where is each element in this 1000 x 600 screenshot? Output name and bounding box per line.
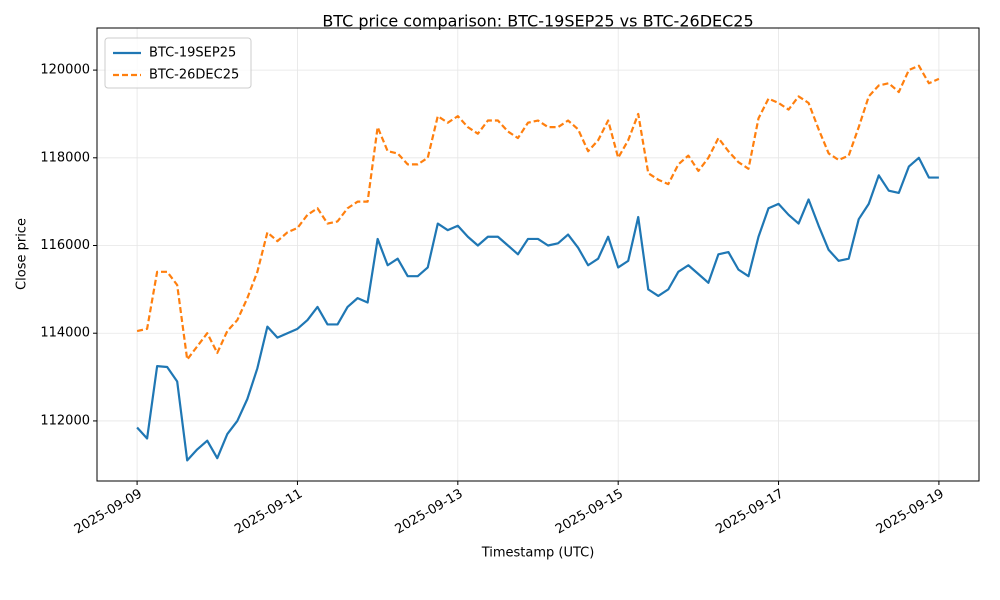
grid xyxy=(97,28,979,481)
y-tick-label: 120000 xyxy=(40,63,90,78)
legend-label: BTC-19SEP25 xyxy=(149,46,236,61)
plot xyxy=(136,64,940,462)
y-tick-label: 114000 xyxy=(40,326,90,341)
legend-label: BTC-26DEC25 xyxy=(149,68,239,83)
y-tick-label: 118000 xyxy=(40,150,90,165)
series-line xyxy=(136,156,939,462)
axes-frame xyxy=(96,27,980,482)
x-axis-label: Timestamp (UTC) xyxy=(481,546,595,561)
series-line xyxy=(136,64,940,361)
y-tick-label: 116000 xyxy=(40,238,90,253)
legend-box xyxy=(104,37,252,89)
y-axis-label: Close price xyxy=(15,218,30,290)
legend: BTC-19SEP25 BTC-26DEC25 xyxy=(104,37,252,89)
y-tick-label: 112000 xyxy=(40,413,90,428)
chart-title: BTC price comparison: BTC-19SEP25 vs BTC… xyxy=(322,12,753,31)
